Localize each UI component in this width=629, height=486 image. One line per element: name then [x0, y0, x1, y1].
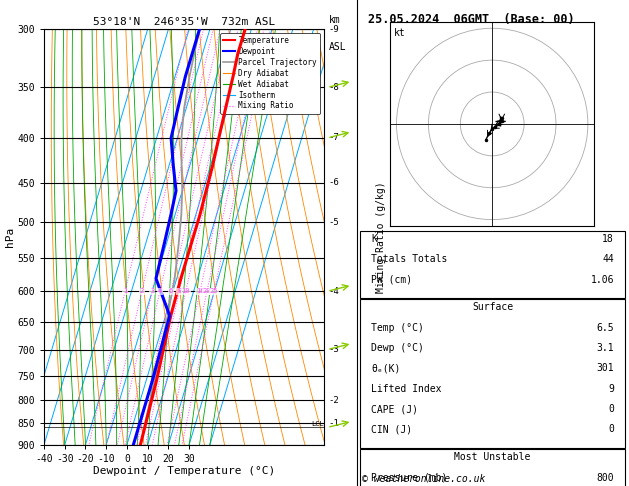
Text: 9: 9: [608, 384, 614, 394]
Text: 4: 4: [158, 288, 162, 295]
Text: -5: -5: [329, 218, 340, 227]
Text: Dewp (°C): Dewp (°C): [371, 343, 424, 353]
Text: 1.06: 1.06: [591, 275, 614, 284]
Text: Mixing Ratio (g/kg): Mixing Ratio (g/kg): [376, 181, 386, 293]
Text: 25.05.2024  06GMT  (Base: 00): 25.05.2024 06GMT (Base: 00): [368, 13, 574, 26]
Text: 18: 18: [603, 234, 614, 244]
Text: Lifted Index: Lifted Index: [371, 384, 442, 394]
Text: LCL: LCL: [311, 421, 324, 428]
Text: -7: -7: [329, 134, 340, 142]
Text: Temp (°C): Temp (°C): [371, 323, 424, 332]
Text: 301: 301: [596, 364, 614, 373]
Text: CAPE (J): CAPE (J): [371, 404, 418, 414]
Text: -9: -9: [329, 25, 340, 34]
Bar: [360, 231, 625, 298]
Text: 20: 20: [203, 288, 211, 295]
Bar: [360, 449, 625, 486]
Text: 0: 0: [608, 424, 614, 434]
Text: 3.1: 3.1: [596, 343, 614, 353]
Text: K: K: [371, 234, 377, 244]
Text: 0: 0: [608, 404, 614, 414]
Text: 10: 10: [182, 288, 190, 295]
Bar: [360, 299, 625, 448]
Text: 25: 25: [210, 288, 218, 295]
Text: 16: 16: [196, 288, 204, 295]
Text: -6: -6: [329, 178, 340, 187]
Text: CIN (J): CIN (J): [371, 424, 412, 434]
Text: 1: 1: [123, 288, 127, 295]
Y-axis label: hPa: hPa: [4, 227, 14, 247]
Text: -1: -1: [329, 418, 340, 428]
Text: Totals Totals: Totals Totals: [371, 254, 447, 264]
Text: -4: -4: [329, 287, 340, 296]
Text: 3: 3: [150, 288, 154, 295]
Text: -2: -2: [329, 396, 340, 405]
Text: 8: 8: [177, 288, 181, 295]
Title: 53°18'N  246°35'W  732m ASL: 53°18'N 246°35'W 732m ASL: [93, 17, 275, 27]
X-axis label: Dewpoint / Temperature (°C): Dewpoint / Temperature (°C): [93, 467, 275, 476]
Text: 6: 6: [169, 288, 173, 295]
Text: -3: -3: [329, 345, 340, 354]
Text: PW (cm): PW (cm): [371, 275, 412, 284]
Text: 6.5: 6.5: [596, 323, 614, 332]
Text: 2: 2: [140, 288, 144, 295]
Text: Most Unstable: Most Unstable: [454, 452, 531, 462]
Text: Pressure (mb): Pressure (mb): [371, 472, 447, 483]
Text: © weatheronline.co.uk: © weatheronline.co.uk: [362, 473, 485, 484]
Legend: Temperature, Dewpoint, Parcel Trajectory, Dry Adiabat, Wet Adiabat, Isotherm, Mi: Temperature, Dewpoint, Parcel Trajectory…: [220, 33, 320, 114]
Text: ASL: ASL: [329, 42, 347, 52]
Text: θₑ(K): θₑ(K): [371, 364, 401, 373]
Text: -8: -8: [329, 83, 340, 92]
Text: km: km: [329, 15, 340, 25]
Text: 44: 44: [603, 254, 614, 264]
Text: kt: kt: [394, 28, 406, 38]
Text: 800: 800: [596, 472, 614, 483]
Text: Surface: Surface: [472, 302, 513, 312]
